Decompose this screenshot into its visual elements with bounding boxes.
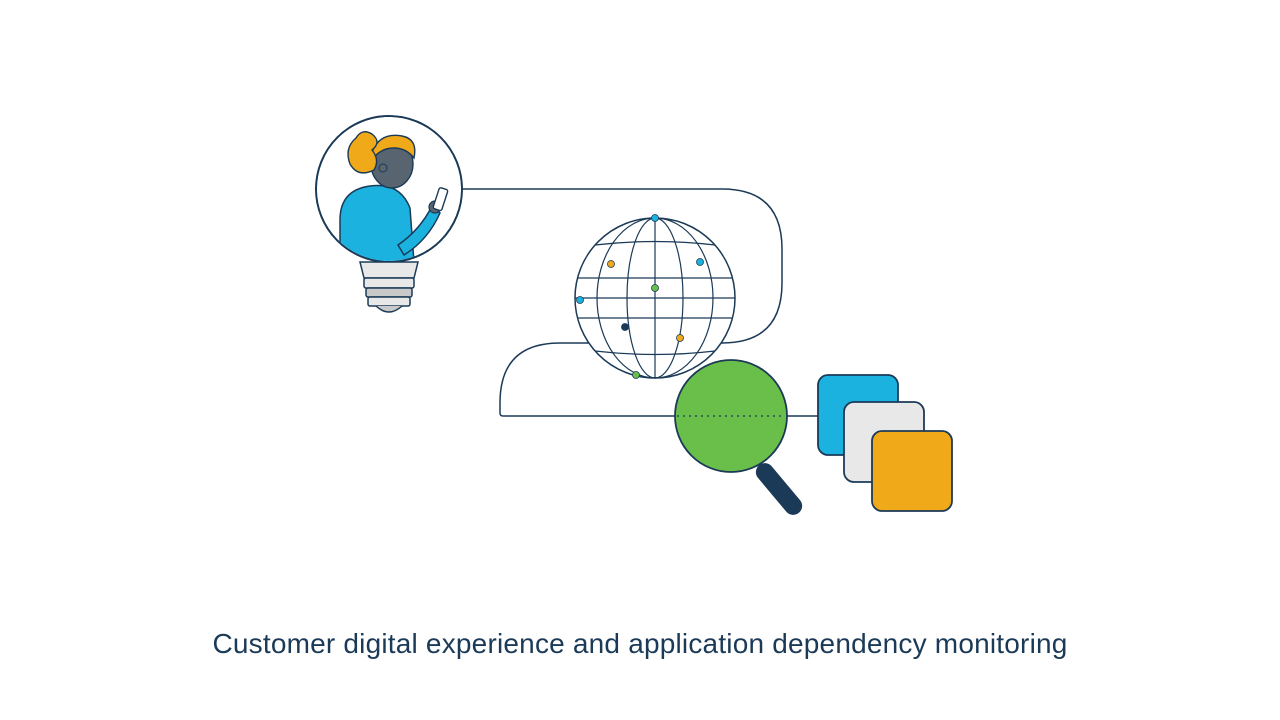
globe-icon <box>575 215 735 379</box>
globe-dot <box>652 215 659 222</box>
globe-dot <box>608 261 615 268</box>
lightbulb-person-icon <box>316 116 462 312</box>
globe-dot <box>652 285 659 292</box>
globe-dot <box>633 372 640 379</box>
bulb-base <box>360 262 418 312</box>
globe-dot <box>697 259 704 266</box>
app-tile <box>872 431 952 511</box>
caption-text: Customer digital experience and applicat… <box>0 628 1280 660</box>
app-tiles <box>818 375 952 511</box>
magnifying-glass-icon <box>675 360 806 519</box>
globe-dot <box>622 324 629 331</box>
infographic-canvas <box>0 0 1280 720</box>
globe-dot <box>577 297 584 304</box>
globe-dot <box>677 335 684 342</box>
